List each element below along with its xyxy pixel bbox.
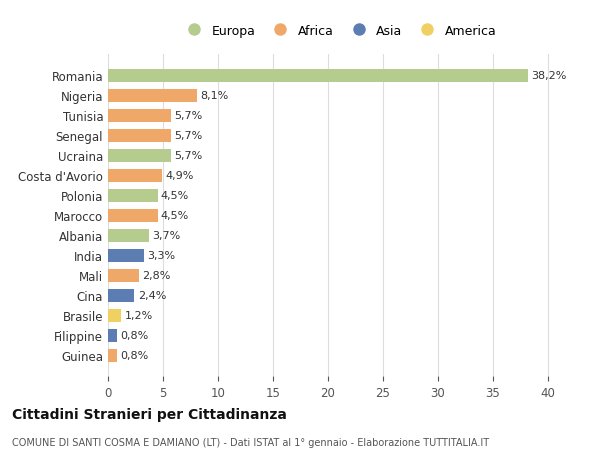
Bar bbox=[108, 329, 117, 342]
Bar bbox=[108, 249, 145, 262]
Text: 4,5%: 4,5% bbox=[161, 191, 189, 201]
Bar bbox=[108, 129, 170, 142]
Bar bbox=[108, 110, 170, 123]
Bar bbox=[108, 349, 117, 362]
Text: 3,3%: 3,3% bbox=[148, 251, 176, 261]
Text: 2,8%: 2,8% bbox=[142, 270, 170, 280]
Text: Cittadini Stranieri per Cittadinanza: Cittadini Stranieri per Cittadinanza bbox=[12, 407, 287, 421]
Bar bbox=[108, 150, 170, 162]
Bar bbox=[108, 70, 528, 83]
Bar bbox=[108, 90, 197, 102]
Bar bbox=[108, 269, 139, 282]
Text: 4,5%: 4,5% bbox=[161, 211, 189, 221]
Bar bbox=[108, 209, 157, 222]
Bar bbox=[108, 229, 149, 242]
Text: 3,7%: 3,7% bbox=[152, 231, 180, 241]
Text: 2,4%: 2,4% bbox=[138, 291, 166, 301]
Text: COMUNE DI SANTI COSMA E DAMIANO (LT) - Dati ISTAT al 1° gennaio - Elaborazione T: COMUNE DI SANTI COSMA E DAMIANO (LT) - D… bbox=[12, 437, 489, 447]
Bar bbox=[108, 289, 134, 302]
Bar bbox=[108, 309, 121, 322]
Bar bbox=[108, 189, 157, 202]
Text: 0,8%: 0,8% bbox=[120, 330, 148, 340]
Text: 5,7%: 5,7% bbox=[174, 131, 202, 141]
Legend: Europa, Africa, Asia, America: Europa, Africa, Asia, America bbox=[176, 20, 502, 43]
Text: 4,9%: 4,9% bbox=[165, 171, 194, 181]
Text: 5,7%: 5,7% bbox=[174, 151, 202, 161]
Text: 8,1%: 8,1% bbox=[200, 91, 229, 101]
Text: 0,8%: 0,8% bbox=[120, 350, 148, 360]
Bar bbox=[108, 169, 162, 182]
Text: 38,2%: 38,2% bbox=[532, 71, 567, 81]
Text: 5,7%: 5,7% bbox=[174, 111, 202, 121]
Text: 1,2%: 1,2% bbox=[125, 310, 153, 320]
